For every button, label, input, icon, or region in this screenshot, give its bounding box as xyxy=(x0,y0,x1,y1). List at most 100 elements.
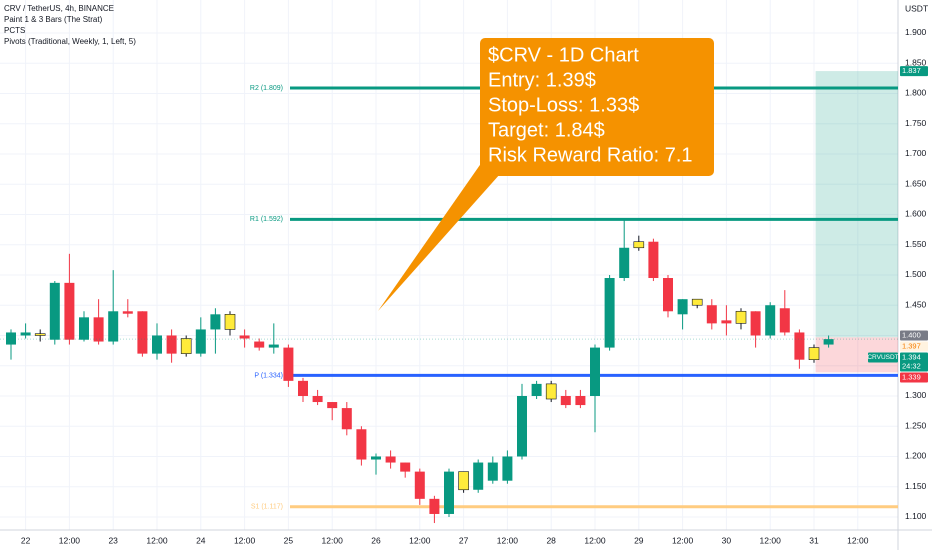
candle-body xyxy=(327,402,338,409)
y-tick-label: 1.700 xyxy=(905,148,927,158)
candle-body xyxy=(750,311,761,336)
pivot-label: P (1.334) xyxy=(254,372,283,379)
profit-zone xyxy=(815,71,898,338)
price-tag xyxy=(900,372,928,383)
currency-label: USDT xyxy=(905,3,928,13)
price-tag-label: 1.397 xyxy=(902,341,921,350)
candle-body xyxy=(108,311,119,342)
x-tick-label: 23 xyxy=(108,535,118,545)
candle-body xyxy=(152,335,162,354)
y-tick-label: 1.550 xyxy=(905,239,927,249)
price-tag-label: 1.400 xyxy=(902,330,921,339)
x-tick-label: 29 xyxy=(634,535,644,545)
symbol-tag xyxy=(868,352,898,363)
candle-body xyxy=(6,332,16,345)
candle-body xyxy=(779,308,790,333)
x-tick-label: 28 xyxy=(546,535,556,545)
legend-line: PCTS xyxy=(4,26,25,35)
candle-body xyxy=(34,333,46,336)
price-tag-label: 1.837 xyxy=(902,66,921,75)
y-tick-label: 1.800 xyxy=(905,88,927,98)
candle-body xyxy=(458,471,469,491)
candle-body xyxy=(517,395,527,457)
callout-text: Risk Reward Ratio: 7.1 xyxy=(488,144,693,166)
candle-body xyxy=(371,456,381,460)
candle-body xyxy=(93,317,104,342)
candle-body xyxy=(180,338,192,354)
x-tick-label: 27 xyxy=(459,535,469,545)
x-tick-label: 12:00 xyxy=(322,535,344,545)
candle-body xyxy=(137,311,148,354)
x-tick-label: 30 xyxy=(722,535,732,545)
candle-body xyxy=(502,456,513,481)
candle-body xyxy=(64,282,75,340)
x-tick-label: 12:00 xyxy=(146,535,168,545)
price-tag xyxy=(900,352,928,372)
candle-body xyxy=(663,278,673,312)
callout-pointer xyxy=(378,162,500,311)
candle-body xyxy=(590,347,600,396)
candle-body xyxy=(239,335,250,339)
callout-text: Entry: 1.39$ xyxy=(488,69,596,91)
candle-body xyxy=(400,462,411,472)
candle-body xyxy=(633,241,645,249)
callout-box xyxy=(480,38,714,176)
legend-line: Pivots (Traditional, Weekly, 1, Left, 5) xyxy=(4,37,136,46)
candle-body xyxy=(224,314,236,330)
price-tag-label: 1.394 xyxy=(902,352,921,361)
candle-body xyxy=(268,344,279,348)
x-tick-label: 26 xyxy=(371,535,381,545)
candle-body xyxy=(575,395,586,406)
x-tick-label: 31 xyxy=(809,535,819,545)
y-tick-label: 1.850 xyxy=(905,57,927,67)
x-tick-label: 22 xyxy=(21,535,31,545)
y-tick-label: 1.100 xyxy=(905,511,927,521)
candle-body xyxy=(385,456,396,463)
candle-body xyxy=(531,383,542,396)
candle-body xyxy=(312,395,323,403)
pivot-label: S1 (1.117) xyxy=(251,504,283,511)
y-tick-label: 1.900 xyxy=(905,27,927,37)
candle-body xyxy=(356,429,367,460)
y-tick-label: 1.750 xyxy=(905,118,927,128)
x-tick-label: 12:00 xyxy=(847,535,869,545)
candle-body xyxy=(619,247,630,279)
candle-body xyxy=(49,282,60,340)
callout-text: Target: 1.84$ xyxy=(488,119,605,141)
pivot-label: R2 (1.809) xyxy=(250,85,283,92)
candle-body xyxy=(677,299,688,315)
y-tick-label: 1.300 xyxy=(905,390,927,400)
candle-body xyxy=(545,383,557,400)
candle-body xyxy=(20,332,31,336)
candle-body xyxy=(706,305,717,324)
y-tick-label: 1.500 xyxy=(905,269,927,279)
callout-text: $CRV - 1D Chart xyxy=(488,44,639,66)
price-tag-countdown: 24:32 xyxy=(902,361,921,370)
candle-body xyxy=(210,314,221,330)
candle-body xyxy=(122,311,133,314)
x-tick-label: 12:00 xyxy=(760,535,782,545)
y-tick-label: 1.600 xyxy=(905,209,927,219)
candle-body xyxy=(429,498,440,514)
x-tick-label: 12:00 xyxy=(672,535,694,545)
x-tick-label: 24 xyxy=(196,535,206,545)
candle-body xyxy=(604,278,615,348)
y-tick-label: 1.250 xyxy=(905,420,927,430)
y-tick-label: 1.450 xyxy=(905,299,927,309)
candle-body xyxy=(648,241,659,279)
legend-line: Paint 1 & 3 Bars (The Strat) xyxy=(4,15,103,24)
candle-body xyxy=(254,341,265,348)
price-tag xyxy=(900,330,928,341)
price-tag-label: 1.339 xyxy=(902,372,921,381)
candle-body xyxy=(195,329,206,354)
x-tick-label: 12:00 xyxy=(59,535,81,545)
x-tick-label: 25 xyxy=(284,535,294,545)
candle-body xyxy=(414,471,425,499)
price-tag xyxy=(900,341,928,352)
x-tick-label: 12:00 xyxy=(497,535,519,545)
candle-body xyxy=(691,298,703,306)
candle-body xyxy=(560,395,571,406)
candle-body xyxy=(473,462,484,490)
x-tick-label: 12:00 xyxy=(584,535,606,545)
